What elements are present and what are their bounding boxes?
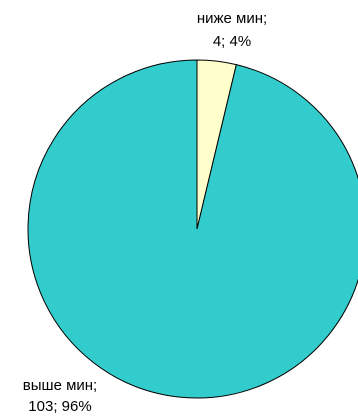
slice-label-above-min-line1: выше мин; xyxy=(23,377,97,394)
pie-slices xyxy=(27,59,358,399)
slice-labels: ниже мин; 4; 4% выше мин; 103; 96% xyxy=(23,10,267,415)
pie-slice-above-min xyxy=(27,59,358,399)
slice-label-below-min-line1: ниже мин; xyxy=(197,10,267,27)
slice-label-above-min-line2: 103; 96% xyxy=(28,398,91,415)
slice-label-below-min-line2: 4; 4% xyxy=(213,33,251,50)
